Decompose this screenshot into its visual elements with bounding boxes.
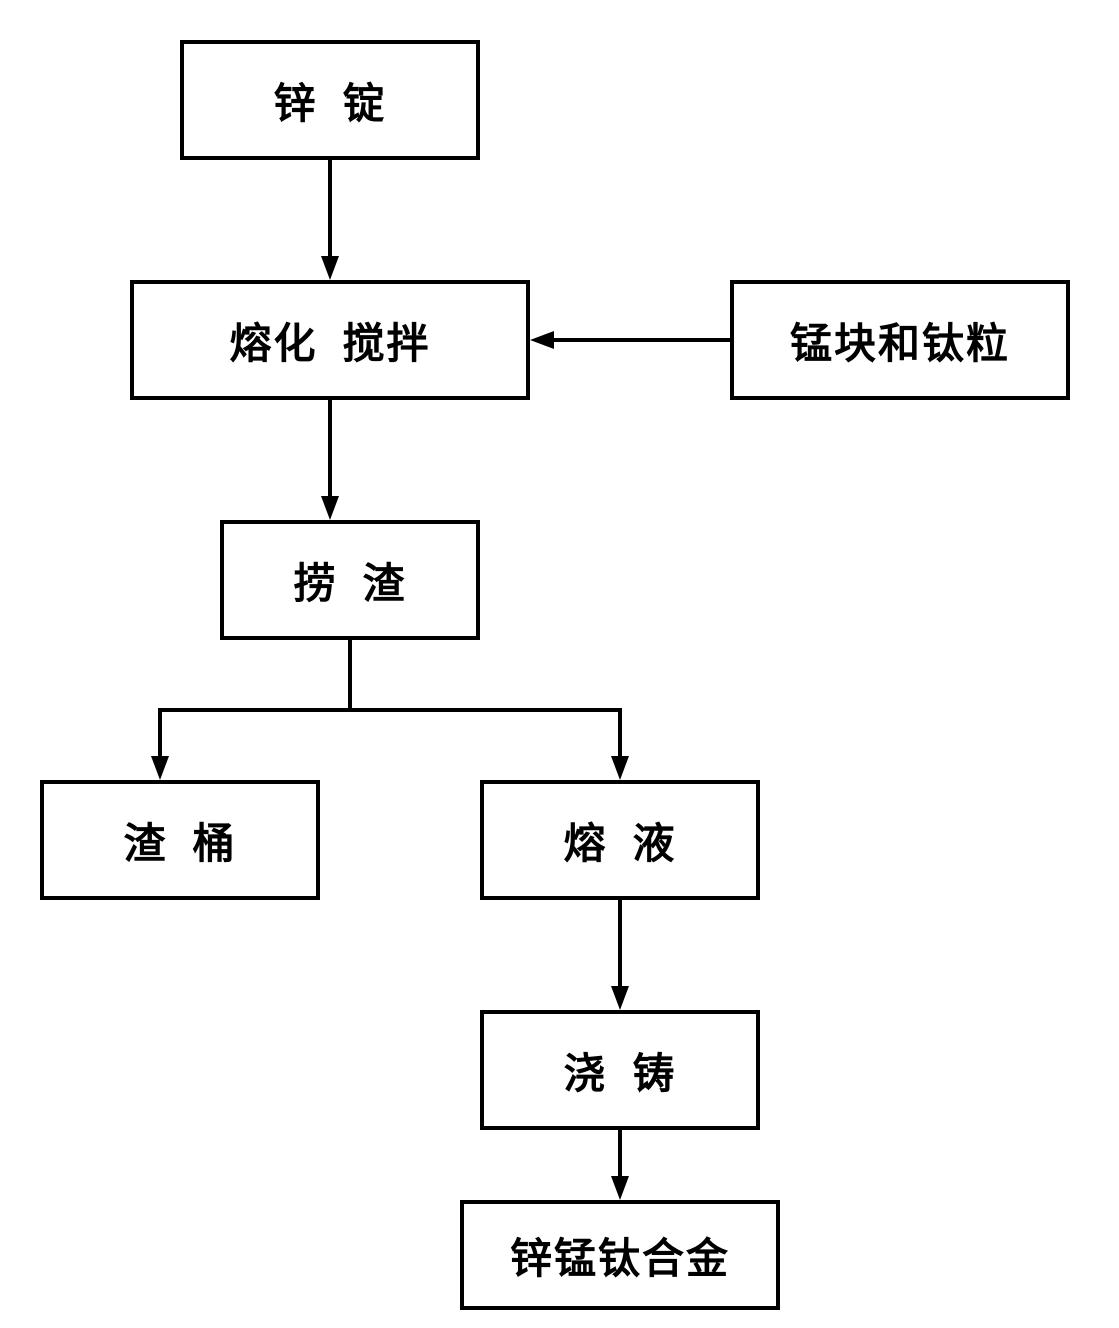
edge-slag_remove-melt_liquid [350,640,620,768]
node-label-zn_mn_ti: 锌锰钛合金 [510,1225,730,1286]
node-slag_bucket: 渣 桶 [40,780,320,900]
node-melt_liquid: 熔 液 [480,780,760,900]
node-label-cast: 浇 铸 [563,1040,676,1101]
arrowhead-slag_remove-slag_bucket [151,756,169,780]
arrowhead-cast-zn_mn_ti [611,1176,629,1200]
node-label-slag_remove: 捞 渣 [293,550,406,611]
node-cast: 浇 铸 [480,1010,760,1130]
arrowhead-melt_stir-slag_remove [321,496,339,520]
node-zn_mn_ti: 锌锰钛合金 [460,1200,780,1310]
node-label-melt_liquid: 熔 液 [563,810,676,871]
node-label-mn_ti: 锰块和钛粒 [790,310,1010,371]
node-label-melt_stir: 熔化 搅拌 [229,310,430,371]
arrowhead-mn_ti-melt_stir [530,331,554,349]
arrowhead-slag_remove-melt_liquid [611,756,629,780]
arrowhead-zinc_ingot-melt_stir [321,256,339,280]
node-melt_stir: 熔化 搅拌 [130,280,530,400]
edge-slag_remove-slag_bucket [160,640,350,768]
arrowhead-melt_liquid-cast [611,986,629,1010]
node-zinc_ingot: 锌 锭 [180,40,480,160]
node-label-slag_bucket: 渣 桶 [123,810,236,871]
node-slag_remove: 捞 渣 [220,520,480,640]
node-mn_ti: 锰块和钛粒 [730,280,1070,400]
node-label-zinc_ingot: 锌 锭 [273,70,386,131]
